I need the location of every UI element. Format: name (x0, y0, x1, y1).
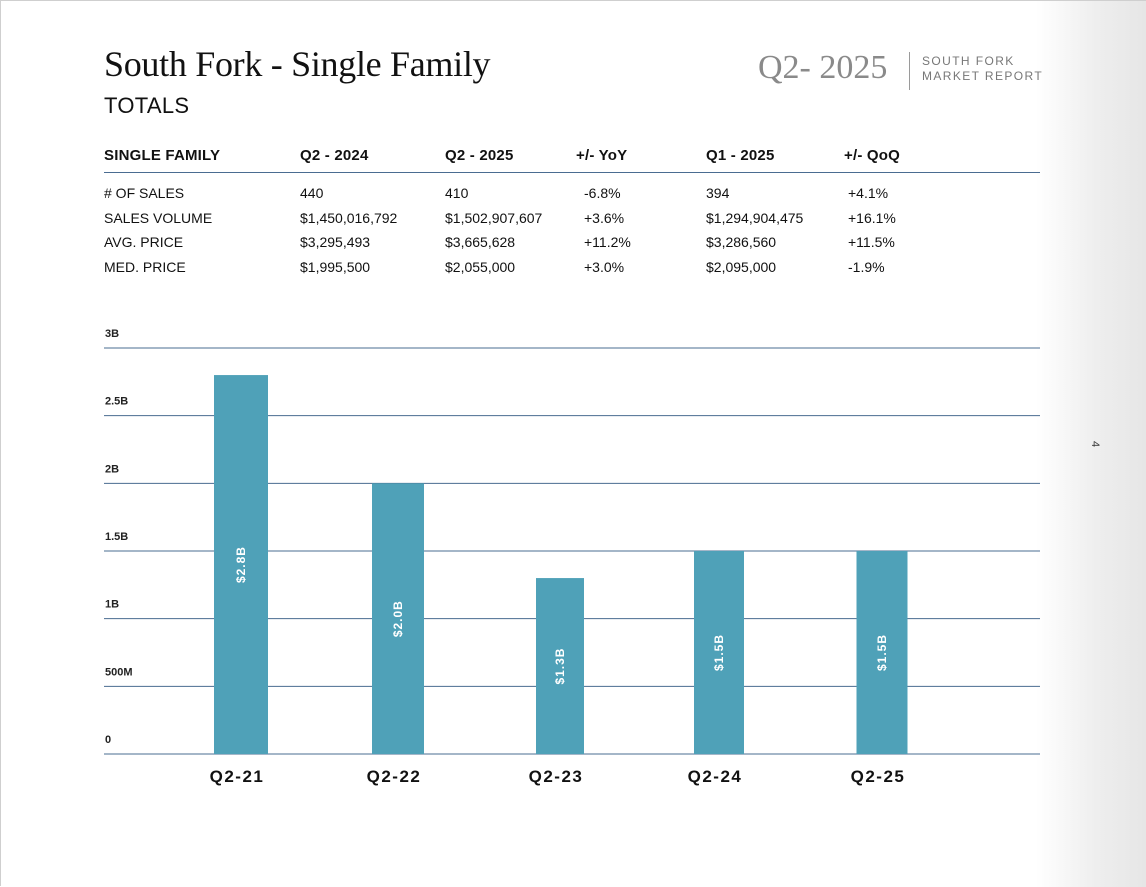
brand-line-1: SOUTH FORK (922, 54, 1015, 68)
x-tick-label: Q2-23 (529, 767, 584, 786)
brand-line-2: MARKET REPORT (922, 69, 1044, 83)
x-tick-label: Q2-24 (688, 767, 743, 786)
bar-data-label: $1.5B (712, 634, 726, 671)
y-tick-label: 500M (105, 666, 133, 678)
table-cell: $1,502,907,607 (445, 209, 543, 226)
table-cell: +4.1% (848, 185, 889, 202)
x-tick-label: Q2-21 (210, 767, 265, 786)
x-tick-label: Q2-25 (851, 767, 906, 786)
column-header: +/- YoY (576, 144, 706, 173)
table-cell: $2,055,000 (445, 258, 516, 275)
table-row: # OF SALES 440 410 -6.8% 394 +4.1% (104, 173, 1040, 206)
y-tick-label: 2B (105, 463, 119, 475)
y-tick-label: 1B (105, 599, 119, 611)
column-header: Q1 - 2025 (706, 144, 844, 173)
bar-data-label: $1.5B (875, 634, 889, 671)
column-header: Q2 - 2025 (445, 144, 576, 173)
y-tick-label: 1.5B (105, 531, 128, 543)
table-row: MED. PRICE $1,995,500 $2,055,000 +3.0% $… (104, 255, 1040, 280)
table-cell: +3.6% (584, 209, 625, 226)
table-cell: $1,294,904,475 (706, 209, 804, 226)
y-tick-label: 2.5B (105, 396, 128, 408)
column-header: SINGLE FAMILY (104, 144, 300, 173)
bar (214, 375, 268, 754)
bar (856, 551, 908, 754)
table-cell: 394 (706, 185, 730, 202)
table-row: SALES VOLUME $1,450,016,792 $1,502,907,6… (104, 206, 1040, 231)
table-cell: 410 (445, 185, 469, 202)
table-cell: $3,295,493 (300, 234, 371, 251)
bar (694, 551, 744, 754)
table-cell: -1.9% (848, 258, 885, 275)
table-cell: +11.2% (584, 234, 631, 251)
y-tick-label: 3B (105, 328, 119, 340)
row-label: # OF SALES (104, 185, 185, 202)
page-edge-shadow (1036, 1, 1146, 887)
row-label: SALES VOLUME (104, 209, 213, 226)
table-cell: $1,995,500 (300, 258, 371, 275)
row-label: AVG. PRICE (104, 234, 184, 251)
table-cell: $2,095,000 (706, 258, 777, 275)
bar-data-label: $2.0B (391, 600, 405, 637)
report-brand: SOUTH FORK MARKET REPORT (922, 54, 1043, 84)
y-tick-label: 0 (105, 734, 111, 746)
page-title: South Fork - Single Family (104, 44, 491, 84)
bar (372, 483, 424, 754)
page-subtitle: TOTALS (104, 93, 190, 118)
table-cell: $3,286,560 (706, 234, 777, 251)
table-row: AVG. PRICE $3,295,493 $3,665,628 +11.2% … (104, 230, 1040, 255)
column-header: +/- QoQ (844, 144, 1040, 173)
brand-divider (909, 52, 910, 90)
x-tick-label: Q2-22 (367, 767, 422, 786)
table-cell: $1,450,016,792 (300, 209, 398, 226)
stats-table-header: SINGLE FAMILY Q2 - 2024 Q2 - 2025 +/- Yo… (104, 144, 1040, 173)
column-header: Q2 - 2024 (300, 144, 445, 173)
table-cell: $3,665,628 (445, 234, 516, 251)
table-cell: 440 (300, 185, 324, 202)
bar-data-label: $1.3B (553, 648, 567, 685)
table-cell: +3.0% (584, 258, 625, 275)
row-label: MED. PRICE (104, 258, 186, 275)
table-cell: +11.5% (848, 234, 895, 251)
stats-table: SINGLE FAMILY Q2 - 2024 Q2 - 2025 +/- Yo… (104, 144, 1040, 279)
table-cell: +16.1% (848, 209, 896, 226)
bar-data-label: $2.8B (234, 546, 248, 583)
bar (536, 578, 584, 754)
report-period: Q2- 2025 (758, 49, 888, 86)
table-cell: -6.8% (584, 185, 621, 202)
